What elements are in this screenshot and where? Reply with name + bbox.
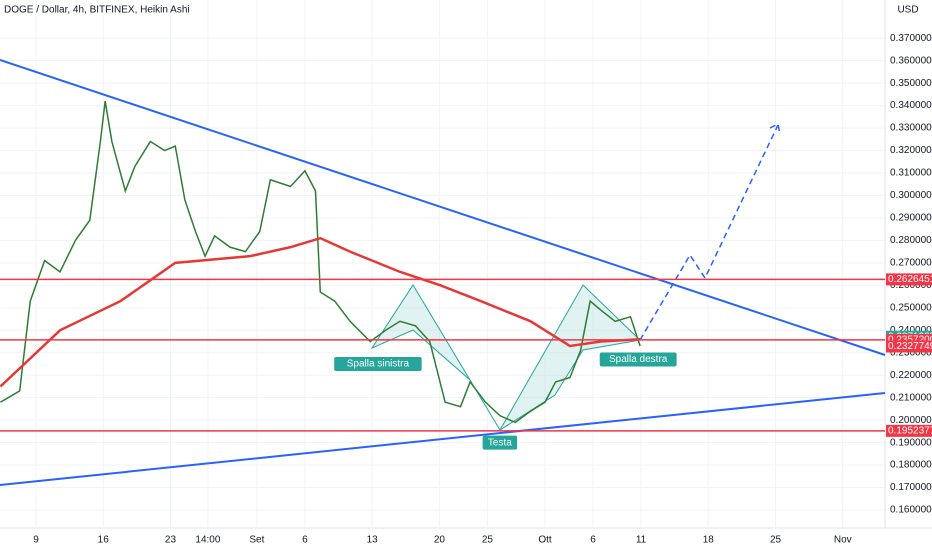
annotation-bg [334, 356, 422, 371]
y-tick-label: 0.32000000 [890, 145, 932, 156]
annotation-bg [599, 352, 677, 367]
chart-title: DOGE / Dollar, 4h, BITFINEX, Heikin Ashi [4, 5, 190, 16]
y-tick-label: 0.20000000 [890, 415, 932, 426]
x-tick-label: Set [249, 535, 264, 546]
y-tick-label: 0.36000000 [890, 55, 932, 66]
y-tick-label: 0.21000000 [890, 392, 932, 403]
x-tick-label: 6 [590, 535, 596, 546]
y-tick-label: 0.19000000 [890, 437, 932, 448]
price-label: 0.19523777 [888, 425, 932, 436]
price-label: 0.23572000 [888, 335, 932, 346]
y-tick-label: 0.28000000 [890, 235, 932, 246]
x-tick-label: 25 [482, 535, 494, 546]
y-tick-label: 0.34000000 [890, 100, 932, 111]
annotation-bg [482, 435, 518, 450]
projection-arrow [639, 122, 781, 341]
x-tick-label: 16 [98, 535, 110, 546]
head-shoulders-pattern [370, 284, 642, 431]
y-tick-label: 0.37000000 [890, 33, 932, 44]
x-tick-label: 9 [33, 535, 39, 546]
x-tick-label: 18 [703, 535, 715, 546]
x-tick-label: 20 [434, 535, 446, 546]
moving-average [0, 236, 641, 388]
x-tick-label: 13 [367, 535, 379, 546]
price-label-bg [886, 424, 932, 437]
plot-area [0, 100, 885, 432]
currency-label: USD [897, 5, 918, 16]
y-tick-label: 0.27000000 [890, 258, 932, 269]
y-tick-label: 0.26000000 [890, 280, 932, 291]
y-tick-label: 0.31000000 [890, 168, 932, 179]
x-tick-label: 11 [636, 535, 647, 546]
x-tick-label: 6 [302, 535, 308, 546]
y-tick-label: 0.35000000 [890, 78, 932, 89]
y-tick-label: 0.25000000 [890, 302, 932, 313]
y-tick-label: 0.16000000 [890, 505, 932, 516]
x-tick-label: Nov [834, 535, 852, 546]
price-label-bg [886, 340, 932, 353]
x-tick-label: 23 [165, 535, 177, 546]
x-tick-label: Ott [538, 535, 552, 546]
y-tick-label: 0.33000000 [890, 123, 932, 134]
y-tick-label: 0.22000000 [890, 370, 932, 381]
price-line [0, 100, 641, 424]
y-tick-label: 0.18000000 [890, 460, 932, 471]
annotation-label: Spalla sinistra [347, 359, 410, 370]
y-tick-label: 0.17000000 [890, 482, 932, 493]
price-label: 0.26264519 [888, 274, 932, 285]
price-label: 0.23277490 [888, 341, 932, 352]
y-tick-label: 0.23000000 [890, 347, 932, 358]
y-tick-label: 0.30000000 [890, 190, 932, 201]
x-tick-label: 14:00 [195, 535, 220, 546]
y-tick-label: 0.29000000 [890, 213, 932, 224]
annotation-label: Testa [488, 437, 512, 448]
annotation-label: Spalla destra [609, 354, 668, 365]
price-label-bg [886, 273, 932, 286]
x-tick-label: 25 [770, 535, 782, 546]
trend-line-up [0, 392, 886, 486]
trend-line-down [0, 59, 886, 356]
y-tick-label: 0.24000000 [890, 325, 932, 336]
